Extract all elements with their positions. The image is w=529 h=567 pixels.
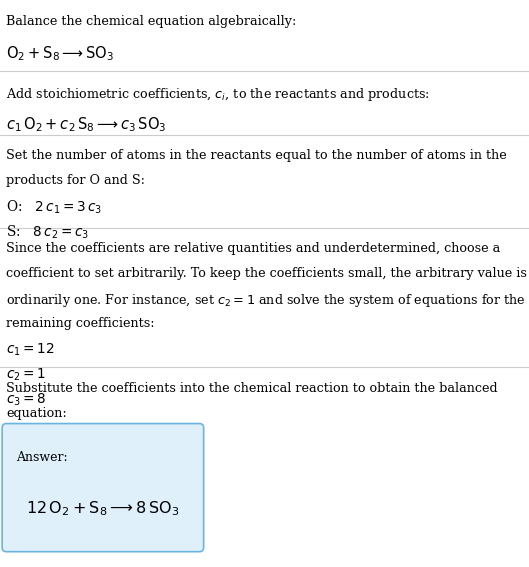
Text: $12\,\mathrm{O_2} + \mathrm{S_8} \longrightarrow 8\,\mathrm{SO_3}$: $12\,\mathrm{O_2} + \mathrm{S_8} \longri… (26, 499, 180, 518)
Text: coefficient to set arbitrarily. To keep the coefficients small, the arbitrary va: coefficient to set arbitrarily. To keep … (6, 267, 527, 280)
Text: $\mathrm{O_2 + S_8 \longrightarrow SO_3}$: $\mathrm{O_2 + S_8 \longrightarrow SO_3}… (6, 44, 115, 63)
Text: ordinarily one. For instance, set $c_2 = 1$ and solve the system of equations fo: ordinarily one. For instance, set $c_2 =… (6, 292, 526, 309)
Text: remaining coefficients:: remaining coefficients: (6, 317, 155, 330)
Text: products for O and S:: products for O and S: (6, 174, 145, 187)
Text: $c_3 = 8$: $c_3 = 8$ (6, 392, 47, 408)
Text: Since the coefficients are relative quantities and underdetermined, choose a: Since the coefficients are relative quan… (6, 242, 500, 255)
Text: Substitute the coefficients into the chemical reaction to obtain the balanced: Substitute the coefficients into the che… (6, 382, 498, 395)
Text: Answer:: Answer: (16, 451, 68, 464)
Text: $c_1\,\mathrm{O_2} + c_2\,\mathrm{S_8} \longrightarrow c_3\,\mathrm{SO_3}$: $c_1\,\mathrm{O_2} + c_2\,\mathrm{S_8} \… (6, 116, 167, 134)
Text: O:   $2\,c_1 = 3\,c_3$: O: $2\,c_1 = 3\,c_3$ (6, 199, 103, 217)
Text: Add stoichiometric coefficients, $c_i$, to the reactants and products:: Add stoichiometric coefficients, $c_i$, … (6, 86, 430, 103)
FancyBboxPatch shape (2, 424, 204, 552)
Text: $c_1 = 12$: $c_1 = 12$ (6, 342, 55, 358)
Text: equation:: equation: (6, 407, 67, 420)
Text: S:   $8\,c_2 = c_3$: S: $8\,c_2 = c_3$ (6, 224, 90, 242)
Text: $c_2 = 1$: $c_2 = 1$ (6, 367, 47, 383)
Text: Balance the chemical equation algebraically:: Balance the chemical equation algebraica… (6, 15, 297, 28)
Text: Set the number of atoms in the reactants equal to the number of atoms in the: Set the number of atoms in the reactants… (6, 149, 507, 162)
